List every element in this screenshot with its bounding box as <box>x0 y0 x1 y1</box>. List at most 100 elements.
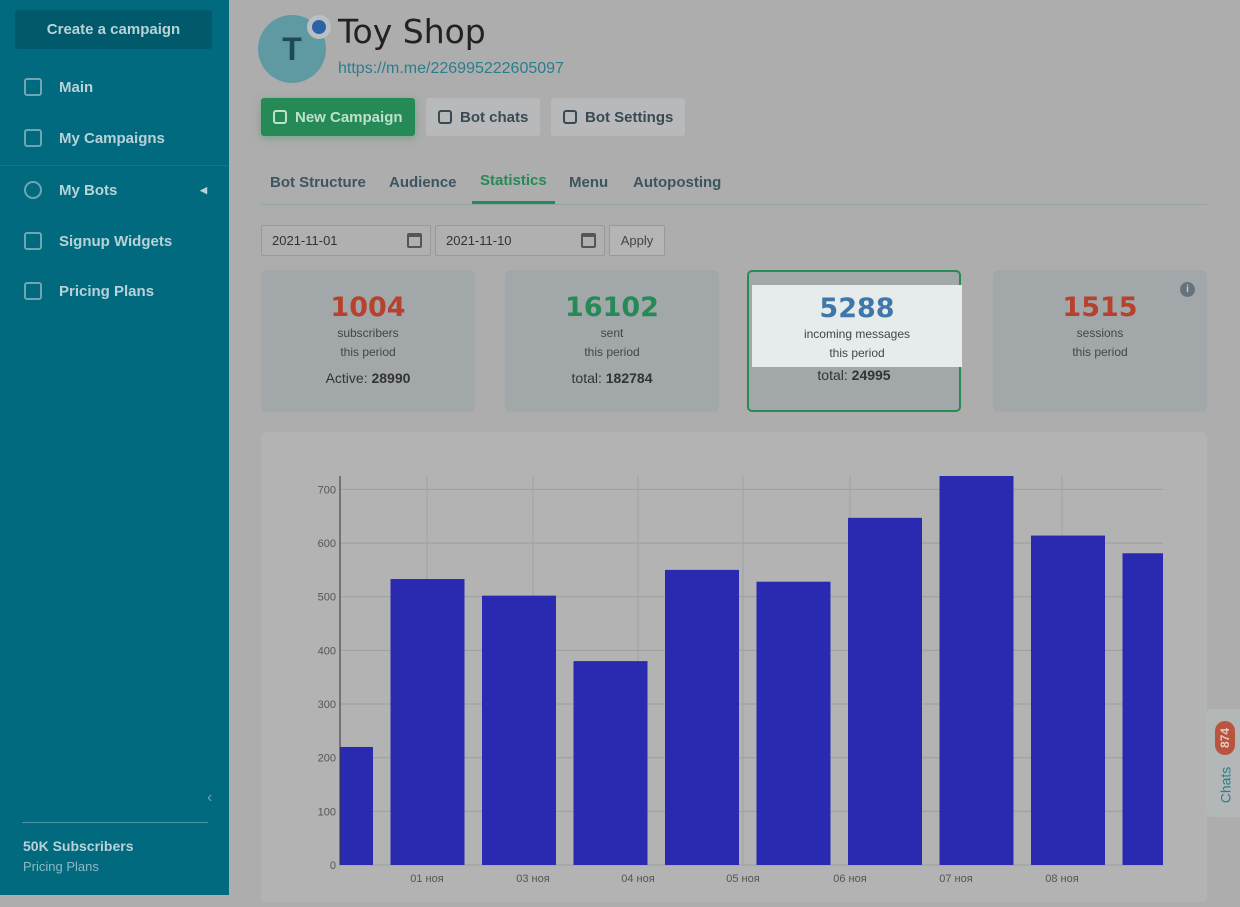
y-tick-label: 600 <box>318 538 336 550</box>
tab-menu[interactable]: Menu <box>569 173 609 191</box>
button-label: Bot Settings <box>585 108 674 126</box>
calendar-icon[interactable] <box>581 233 596 248</box>
apply-button[interactable]: Apply <box>609 225 665 256</box>
bot-chats-button[interactable]: Bot chats <box>426 98 541 136</box>
stat-value: 5288 <box>819 293 895 324</box>
sidebar-item-my-campaigns[interactable]: My Campaigns <box>0 113 229 163</box>
tab-bar: Bot Structure Audience Statistics Menu A… <box>261 160 1207 205</box>
stat-label: this period <box>340 345 396 359</box>
wallet-icon <box>24 282 42 300</box>
sidebar-item-label: My Campaigns <box>59 129 165 147</box>
calendar-icon[interactable] <box>407 233 422 248</box>
tab-audience[interactable]: Audience <box>389 173 457 191</box>
y-tick-label: 700 <box>318 484 336 496</box>
sidebar: Create a campaign Main My Campaigns My B… <box>0 0 229 895</box>
divider <box>22 822 208 823</box>
y-tick-label: 0 <box>330 860 336 872</box>
date-from-value: 2021-11-01 <box>272 233 338 248</box>
upload-icon <box>24 129 42 147</box>
y-tick-label: 200 <box>318 753 336 765</box>
bar <box>390 579 465 865</box>
button-label: Bot chats <box>460 108 529 126</box>
bar <box>482 595 556 865</box>
stat-total: Active: 28990 <box>325 370 411 386</box>
date-to-value: 2021-11-10 <box>446 233 512 248</box>
chats-label: Chats <box>1217 766 1234 804</box>
tab-autoposting[interactable]: Autoposting <box>633 173 722 191</box>
widget-icon <box>24 232 42 250</box>
x-tick-label: 07 ноя <box>939 873 972 885</box>
messenger-icon <box>307 15 331 39</box>
avatar-letter: T <box>282 30 302 67</box>
create-campaign-button[interactable]: Create a campaign <box>15 10 212 49</box>
x-tick-label: 06 ноя <box>833 873 866 885</box>
y-tick-label: 400 <box>318 645 336 657</box>
stat-card-incoming[interactable]: 5288 incoming messages this period total… <box>747 270 962 412</box>
sidebar-item-label: Signup Widgets <box>59 232 173 250</box>
bar-chart: 0 100 200 300 400 500 600 700 01 ноя 03 ноя 04 ноя… <box>318 476 1163 885</box>
bar <box>756 581 831 865</box>
divider <box>0 165 229 166</box>
chart-panel: 0 100 200 300 400 500 600 700 01 ноя 03 ноя 04 ноя… <box>261 432 1207 902</box>
stat-label: this period <box>829 346 885 360</box>
plan-title[interactable]: 50K Subscribers <box>23 838 134 854</box>
new-campaign-button[interactable]: New Campaign <box>261 98 415 136</box>
caret-left-icon: ◀ <box>200 184 207 195</box>
stat-label: this period <box>584 345 640 359</box>
date-to-input[interactable]: 2021-11-10 <box>435 225 605 256</box>
button-label: New Campaign <box>295 108 403 126</box>
stat-total: total: 182784 <box>571 370 653 386</box>
chats-tab[interactable]: 874 Chats <box>1206 709 1240 817</box>
stat-label: sent <box>600 326 624 340</box>
x-tick-label: 03 ноя <box>516 873 549 885</box>
bar <box>848 517 922 865</box>
bot-url-link[interactable]: https://m.me/226995222605097 <box>338 60 564 77</box>
x-tick-label: 01 ноя <box>410 873 443 885</box>
globe-icon <box>24 181 42 199</box>
bot-settings-button[interactable]: Bot Settings <box>551 98 686 136</box>
chats-count-badge: 874 <box>1215 721 1235 755</box>
stat-card-sent[interactable]: 16102 sent this period total: 182784 <box>505 270 719 412</box>
bar <box>1122 553 1163 865</box>
stat-label: sessions <box>1076 326 1124 340</box>
sidebar-item-my-bots[interactable]: My Bots ◀ <box>0 165 229 215</box>
bar <box>1031 535 1105 865</box>
sidebar-item-pricing-plans[interactable]: Pricing Plans <box>0 266 229 316</box>
date-from-input[interactable]: 2021-11-01 <box>261 225 431 256</box>
y-tick-label: 500 <box>318 592 336 604</box>
y-tick-label: 100 <box>318 806 336 818</box>
tab-statistics[interactable]: Statistics <box>472 160 555 204</box>
bar <box>573 661 648 865</box>
pricing-plans-link[interactable]: Pricing Plans <box>23 859 99 874</box>
stat-card-subscribers[interactable]: 1004 subscribers this period Active: 289… <box>261 270 475 412</box>
x-tick-label: 04 ноя <box>621 873 654 885</box>
x-tick-label: 08 ноя <box>1045 873 1078 885</box>
bar <box>939 476 1014 865</box>
sidebar-item-label: My Bots <box>59 181 118 199</box>
page-title: Toy Shop <box>338 12 486 51</box>
x-tick-label: 05 ноя <box>726 873 759 885</box>
sidebar-item-label: Main <box>59 78 94 96</box>
stat-label: this period <box>1072 345 1128 359</box>
sidebar-item-main[interactable]: Main <box>0 62 229 112</box>
sliders-icon <box>24 78 42 96</box>
stat-label: incoming messages <box>803 327 911 341</box>
stat-value: 1004 <box>330 292 406 323</box>
stat-label: subscribers <box>337 326 399 340</box>
tab-bot-structure[interactable]: Bot Structure <box>270 173 366 191</box>
stat-total: total: 24995 <box>817 367 891 383</box>
chat-icon <box>438 110 452 124</box>
bar <box>665 569 739 865</box>
sidebar-item-label: Pricing Plans <box>59 282 155 300</box>
info-icon[interactable]: i <box>1180 282 1195 297</box>
collapse-sidebar-icon[interactable]: ‹ <box>207 789 213 806</box>
stat-card-sessions[interactable]: i 1515 sessions this period <box>993 270 1207 412</box>
sidebar-item-signup-widgets[interactable]: Signup Widgets <box>0 216 229 266</box>
bar <box>340 746 373 865</box>
edit-icon <box>273 110 287 124</box>
stat-value: 16102 <box>565 292 659 323</box>
sliders-icon <box>563 110 577 124</box>
stat-value: 1515 <box>1062 292 1138 323</box>
spotlight-highlight: 5288 incoming messages this period <box>752 285 962 367</box>
y-tick-label: 300 <box>318 699 336 711</box>
